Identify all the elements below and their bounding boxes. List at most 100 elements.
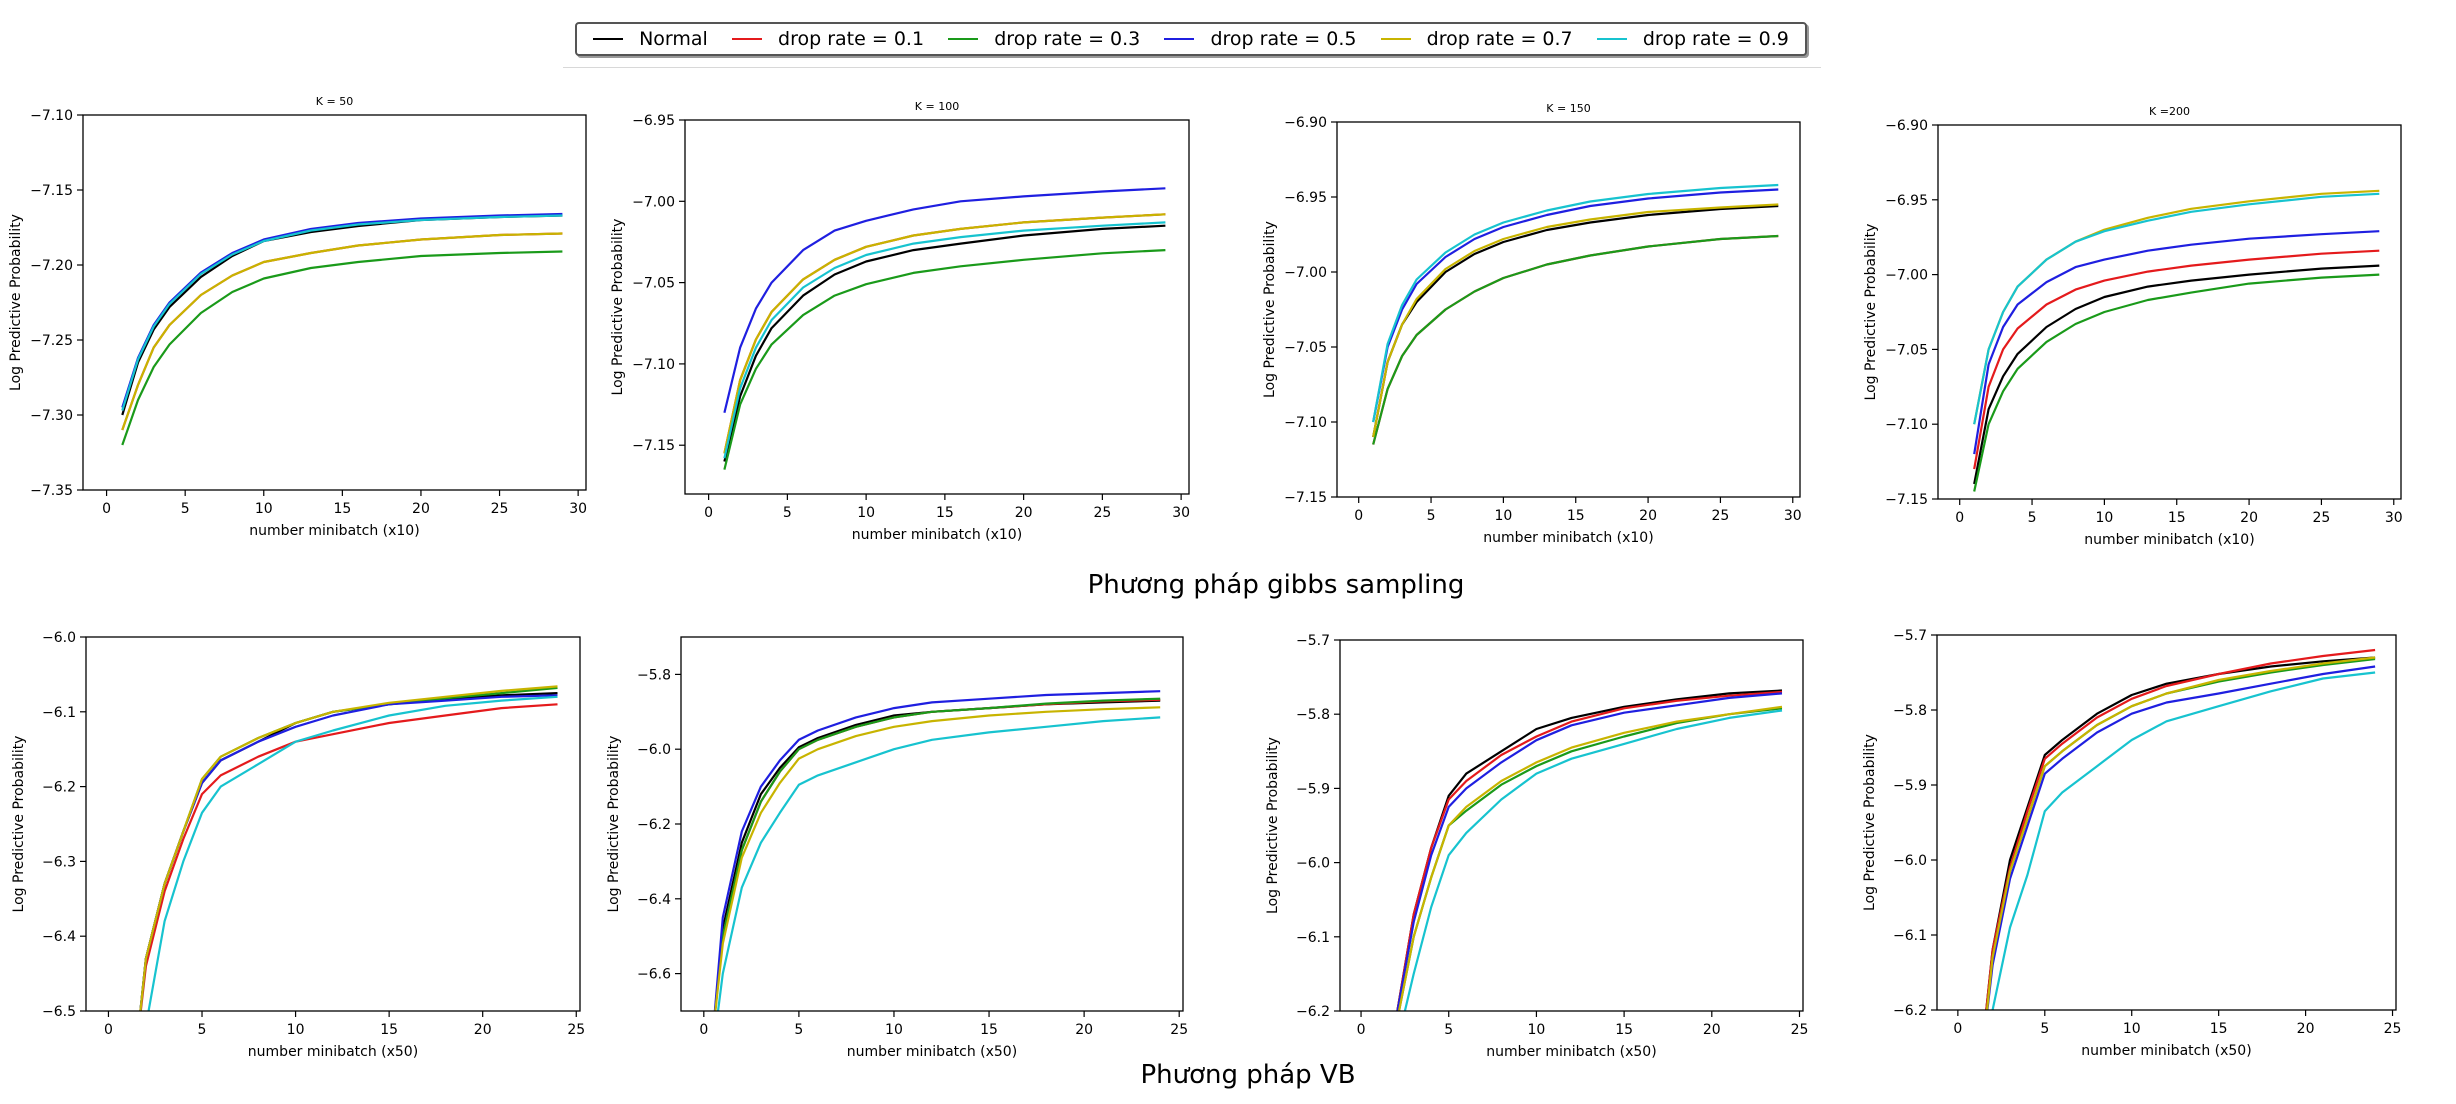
x-tick-label: 15 [2210, 1021, 2228, 1037]
legend-label: Normal [639, 28, 708, 50]
gibbs-section-caption: Phương pháp gibbs sampling [1087, 570, 1465, 600]
series-line [714, 706, 1161, 1011]
x-tick-label: 15 [380, 1022, 398, 1038]
x-tick-label: 5 [794, 1022, 803, 1038]
y-tick-label: −6.2 [637, 817, 671, 833]
y-tick-label: −7.15 [30, 183, 73, 199]
series-line [1372, 183, 1779, 423]
series-line [1396, 689, 1783, 1011]
x-tick-label: 0 [704, 505, 713, 521]
y-axis-label: Log Predictive Probability [1863, 224, 1879, 401]
x-tick-label: 25 [1170, 1022, 1188, 1038]
series-line [1973, 189, 2380, 425]
legend-frame: Normal drop rate = 0.1 drop rate = 0.3 drop… [563, 16, 1821, 68]
y-tick-label: −5.8 [637, 667, 671, 683]
x-tick-label: 25 [567, 1022, 585, 1038]
x-tick-label: 10 [2095, 510, 2113, 526]
x-axis-label: number minibatch (x10) [1483, 530, 1653, 546]
legend-label: drop rate = 0.1 [778, 28, 925, 50]
x-tick-label: 0 [102, 501, 111, 517]
y-tick-label: −6.2 [1296, 1004, 1330, 1020]
plot-frame [1339, 639, 1804, 1012]
x-tick-label: 15 [980, 1022, 998, 1038]
series-line [121, 214, 563, 416]
legend-item: Normal [593, 28, 708, 50]
x-tick-label: 10 [885, 1022, 903, 1038]
x-tick-label: 15 [936, 505, 954, 521]
y-tick-label: −7.05 [632, 276, 675, 292]
chart-panel-5: 0 5 10 15 20 25 −6.5 −6.4 −6.3 −6.2 −6.1 −6.0 number… [11, 630, 585, 1060]
series-line [1985, 657, 2376, 1010]
series-line [1372, 234, 1779, 445]
x-axis-label: number minibatch (x10) [852, 527, 1022, 543]
series-line [139, 685, 558, 1011]
y-tick-label: −5.7 [1296, 633, 1330, 649]
x-tick-label: 5 [181, 501, 190, 517]
x-axis-label: number minibatch (x50) [1486, 1044, 1656, 1060]
legend-item: drop rate = 0.1 [732, 28, 924, 50]
y-tick-label: −7.30 [30, 408, 73, 424]
series-line [1396, 690, 1783, 1011]
x-tick-label: 0 [1354, 508, 1363, 524]
x-tick-label: 0 [1953, 1021, 1962, 1037]
y-axis-label: Log Predictive Probability [606, 736, 622, 913]
chart-panel-3: 0 5 10 15 20 25 30 −7.15 −7.10 −7.05 −7.00 −6.95 −6.… [1262, 102, 1802, 546]
vb-section-caption: Phương pháp VB [1140, 1060, 1356, 1090]
x-tick-label: 0 [104, 1022, 113, 1038]
plot-frame [1937, 124, 2402, 500]
chart-title: K = 100 [915, 100, 959, 113]
y-tick-label: −7.15 [632, 438, 675, 454]
y-tick-label: −7.10 [1885, 417, 1928, 433]
x-tick-label: 20 [2240, 510, 2258, 526]
x-tick-label: 10 [857, 505, 875, 521]
y-tick-label: −7.00 [1284, 265, 1327, 281]
x-tick-label: 30 [569, 501, 587, 517]
series-line [723, 224, 1166, 462]
series-line [1991, 671, 2376, 1010]
legend-label: drop rate = 0.3 [994, 28, 1141, 50]
plot-frame [1336, 121, 1801, 498]
x-tick-label: 20 [474, 1022, 492, 1038]
x-axis-label: number minibatch (x10) [2084, 532, 2254, 548]
y-tick-label: −7.00 [1885, 268, 1928, 284]
y-tick-label: −7.05 [1885, 342, 1928, 358]
y-tick-label: −5.9 [1296, 781, 1330, 797]
plot-frame [684, 119, 1190, 495]
y-tick-label: −7.15 [1885, 492, 1928, 508]
x-axis-label: number minibatch (x50) [248, 1044, 418, 1060]
x-tick-label: 10 [255, 501, 273, 517]
y-tick-label: −7.10 [30, 108, 73, 124]
y-tick-label: −6.90 [1885, 118, 1928, 134]
legend-item: drop rate = 0.3 [948, 28, 1140, 50]
y-tick-label: −6.90 [1284, 115, 1327, 131]
y-axis-label: Log Predictive Probability [1265, 737, 1281, 914]
x-tick-label: 30 [1784, 508, 1802, 524]
x-tick-label: 0 [699, 1022, 708, 1038]
y-tick-label: −6.1 [1893, 928, 1927, 944]
y-tick-label: −6.95 [1284, 190, 1327, 206]
series-line [1985, 656, 2376, 1010]
plot-frame [82, 114, 587, 491]
x-tick-label: 20 [1075, 1022, 1093, 1038]
x-tick-label: 25 [1791, 1022, 1809, 1038]
legend-swatch [1380, 38, 1411, 40]
x-tick-label: 20 [1703, 1022, 1721, 1038]
y-tick-label: −7.20 [30, 258, 73, 274]
series-line [1985, 648, 2376, 1010]
x-tick-label: 10 [2123, 1021, 2141, 1037]
series-line [1372, 188, 1779, 423]
legend-label: drop rate = 0.7 [1426, 28, 1573, 50]
y-tick-label: −6.1 [1296, 930, 1330, 946]
series-line [1403, 709, 1783, 1011]
x-tick-label: 10 [1494, 508, 1512, 524]
chart-panel-1: 0 5 10 15 20 25 30 −7.35 −7.30 −7.25 −7.20 −7.15 −7.… [8, 95, 587, 539]
series-line [723, 213, 1166, 454]
legend-swatch [1164, 38, 1195, 40]
legend-item: drop rate = 0.5 [1164, 28, 1356, 50]
legend-swatch [593, 38, 624, 40]
y-tick-label: −6.95 [1885, 193, 1928, 209]
legend-item: drop rate = 0.9 [1596, 28, 1789, 50]
y-tick-label: −6.2 [1893, 1003, 1927, 1019]
series-line [1973, 273, 2380, 492]
legend-item: drop rate = 0.7 [1380, 28, 1573, 50]
